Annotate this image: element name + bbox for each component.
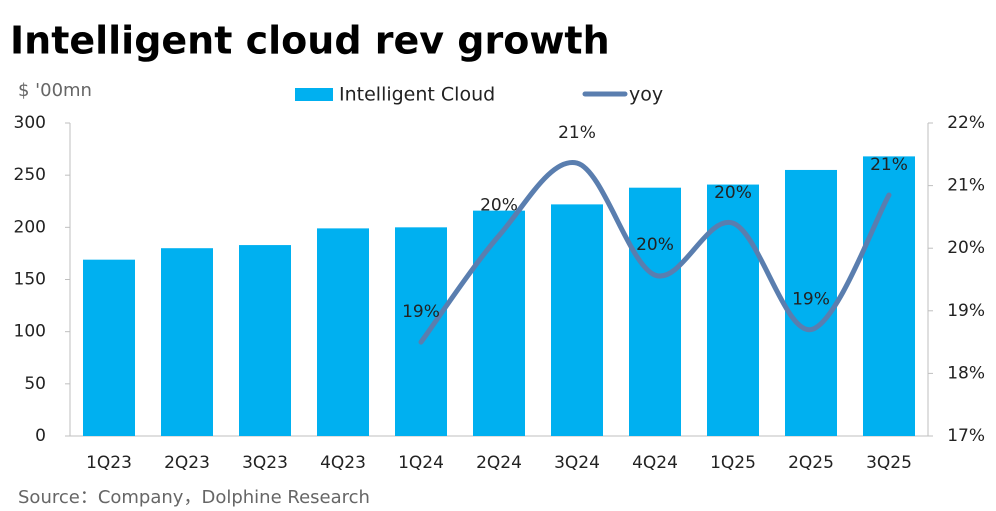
bar — [551, 204, 603, 436]
bar — [473, 210, 525, 436]
bar — [395, 227, 447, 436]
y-axis-label: $ '00mn — [18, 80, 92, 101]
x-tick-label: 2Q24 — [476, 453, 522, 473]
data-label: 20% — [636, 235, 674, 255]
bar — [629, 187, 681, 436]
x-tick-label: 4Q23 — [320, 453, 366, 473]
y2-tick-label: 22% — [947, 113, 985, 133]
bar — [239, 245, 291, 436]
y-tick-label: 200 — [14, 217, 46, 237]
source: Source：Company，Dolphine Research — [18, 487, 370, 508]
data-label: 19% — [402, 302, 440, 322]
x-tick-label: 3Q23 — [242, 453, 288, 473]
bar — [863, 156, 915, 437]
y-tick-label: 0 — [35, 426, 46, 446]
y-tick-label: 250 — [14, 165, 46, 185]
y-tick-label: 300 — [14, 113, 46, 133]
y2-tick-label: 21% — [947, 176, 985, 196]
y2-tick-label: 20% — [947, 238, 985, 258]
x-tick-label: 2Q25 — [788, 453, 834, 473]
bar — [317, 228, 369, 436]
x-tick-label: 4Q24 — [632, 453, 678, 473]
x-tick-label: 1Q25 — [710, 453, 756, 473]
y-tick-label: 100 — [14, 322, 46, 342]
legend-label: Intelligent Cloud — [339, 84, 495, 106]
data-label: 19% — [792, 290, 830, 310]
legend-swatch — [295, 88, 333, 101]
bar — [83, 259, 135, 436]
line — [418, 160, 892, 345]
data-label: 20% — [714, 183, 752, 203]
bar — [161, 248, 213, 436]
y-tick-label: 50 — [24, 374, 46, 394]
y-tick-label: 150 — [14, 270, 46, 290]
bar — [785, 169, 837, 436]
x-tick-label: 1Q23 — [86, 453, 132, 473]
chart-title: Intelligent cloud rev growth — [10, 19, 610, 63]
x-tick-label: 1Q24 — [398, 453, 444, 473]
data-label: 21% — [558, 123, 596, 143]
x-tick-label: 3Q25 — [866, 453, 912, 473]
y2-tick-label: 17% — [947, 426, 985, 446]
legend-label: yoy — [629, 84, 663, 106]
x-tick-label: 3Q24 — [554, 453, 600, 473]
y2-tick-label: 18% — [947, 363, 985, 383]
x-tick-label: 2Q23 — [164, 453, 210, 473]
data-label: 21% — [870, 155, 908, 175]
data-label: 20% — [480, 196, 518, 216]
y2-tick-label: 19% — [947, 301, 985, 321]
